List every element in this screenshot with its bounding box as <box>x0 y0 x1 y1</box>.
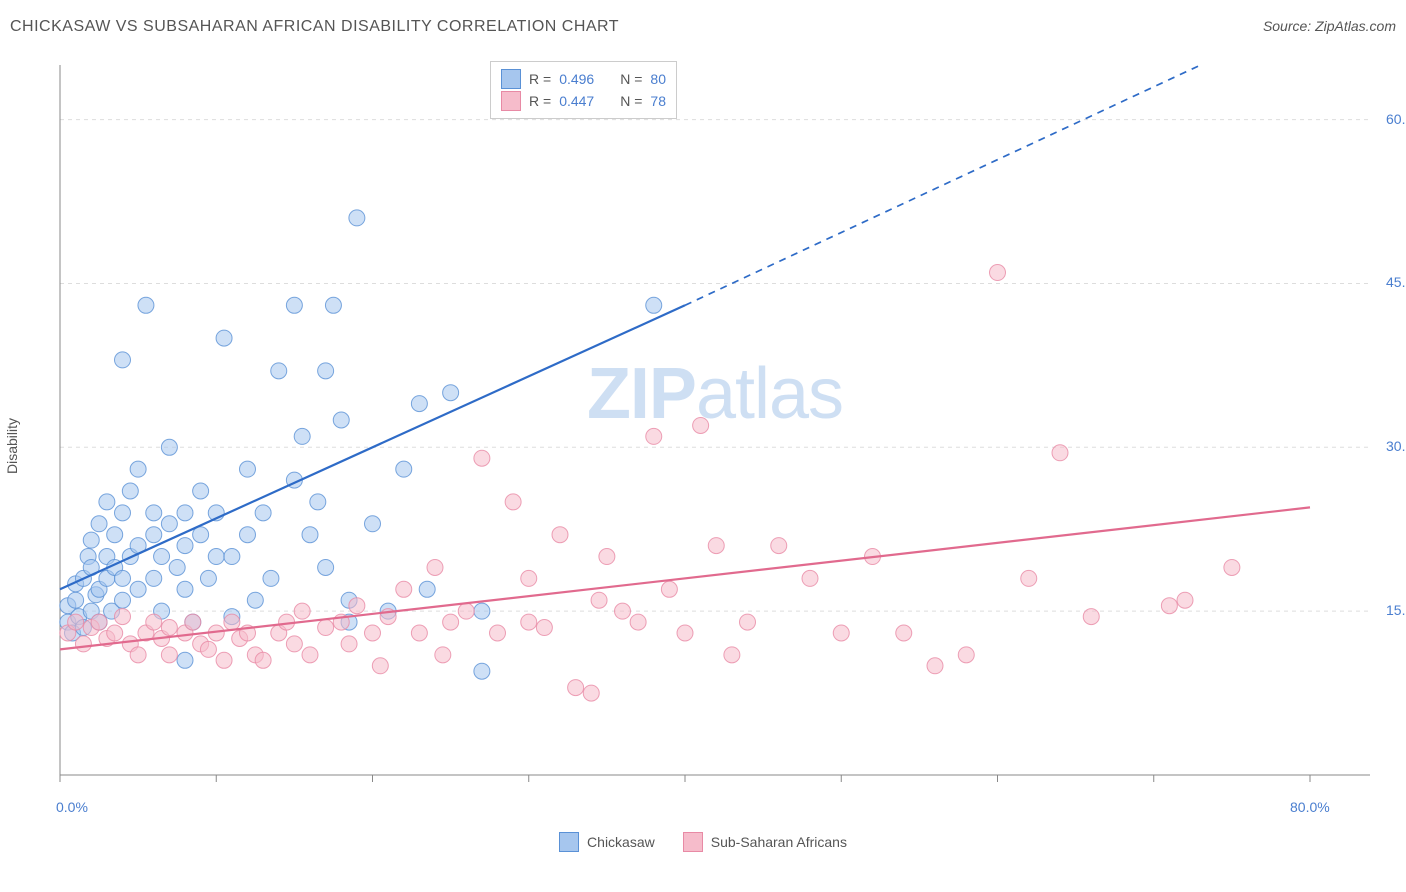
y-axis-label: Disability <box>4 418 20 474</box>
legend-item-subsaharan[interactable]: Sub-Saharan Africans <box>683 832 847 852</box>
stats-row-subsaharan: R = 0.447 N = 78 <box>501 90 666 112</box>
r-value: 0.447 <box>559 90 594 112</box>
r-value: 0.496 <box>559 68 594 90</box>
legend-label: Chickasaw <box>587 834 655 850</box>
legend-label: Sub-Saharan Africans <box>711 834 847 850</box>
scatter-chart <box>50 55 1380 825</box>
source-prefix: Source: <box>1263 18 1315 34</box>
x-axis-max-label: 80.0% <box>1290 799 1330 815</box>
y-tick-label: 30.0% <box>1386 438 1406 454</box>
swatch-chickasaw <box>501 69 521 89</box>
plot-area: ZIPatlas R =0.496N =80R =0.447N =78 15.0… <box>50 55 1380 825</box>
legend: Chickasaw Sub-Saharan Africans <box>0 832 1406 852</box>
n-label: N = <box>620 68 642 90</box>
y-tick-label: 60.0% <box>1386 111 1406 127</box>
source-credit: Source: ZipAtlas.com <box>1263 18 1396 34</box>
source-name: ZipAtlas.com <box>1315 18 1396 34</box>
y-tick-label: 45.0% <box>1386 274 1406 290</box>
swatch-chickasaw <box>559 832 579 852</box>
n-value: 80 <box>650 68 666 90</box>
n-label: N = <box>620 90 642 112</box>
stats-info-box: R = 0.496 N = 80 R = 0.447 N = 78 <box>490 61 677 119</box>
r-label: R = <box>529 68 551 90</box>
n-value: 78 <box>650 90 666 112</box>
swatch-subsaharan <box>501 91 521 111</box>
r-label: R = <box>529 90 551 112</box>
swatch-subsaharan <box>683 832 703 852</box>
legend-item-chickasaw[interactable]: Chickasaw <box>559 832 655 852</box>
y-tick-label: 15.0% <box>1386 602 1406 618</box>
header: CHICKASAW VS SUBSAHARAN AFRICAN DISABILI… <box>10 18 1396 42</box>
stats-row-chickasaw: R = 0.496 N = 80 <box>501 68 666 90</box>
chart-title: CHICKASAW VS SUBSAHARAN AFRICAN DISABILI… <box>10 18 619 35</box>
x-axis-min-label: 0.0% <box>56 799 88 815</box>
